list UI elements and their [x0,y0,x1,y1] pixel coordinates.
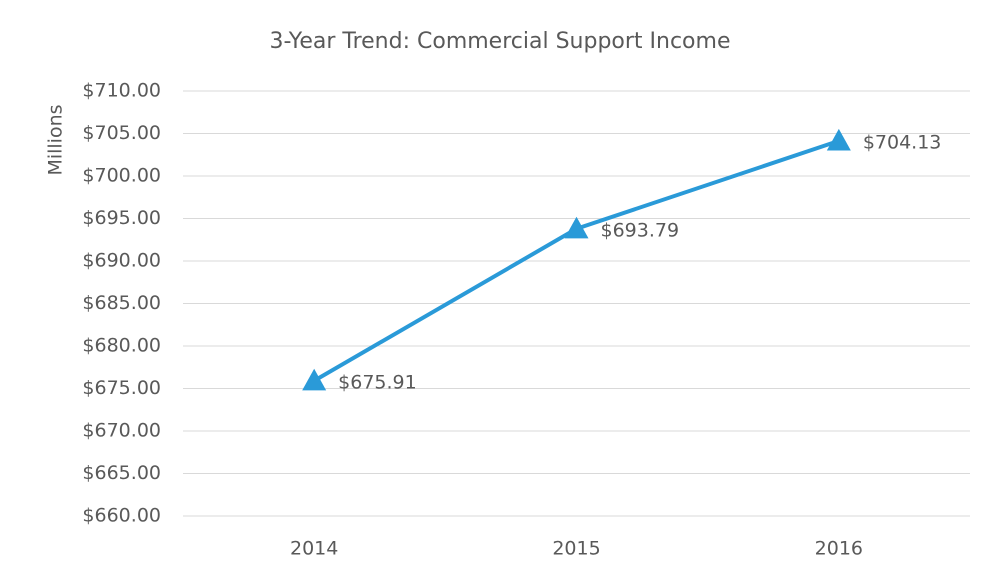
data-marker [826,128,851,151]
data-label: $675.91 [338,371,417,393]
x-tick-label: 2014 [290,538,338,560]
y-tick-label: $670.00 [82,420,161,442]
chart-title: 3-Year Trend: Commercial Support Income [269,29,730,54]
y-tick-label: $685.00 [82,292,161,314]
data-label: $704.13 [863,131,942,153]
y-tick-label: $665.00 [82,462,161,484]
y-tick-label: $695.00 [82,207,161,229]
data-label: $693.79 [601,219,680,241]
y-tick-label: $660.00 [82,505,161,527]
data-marker [302,368,327,391]
y-tick-label: $690.00 [82,250,161,272]
y-tick-label: $710.00 [82,80,161,102]
y-tick-label: $700.00 [82,165,161,187]
y-tick-label: $675.00 [82,377,161,399]
y-axis-label: Millions [45,104,67,175]
x-tick-label: 2016 [815,538,863,560]
y-tick-label: $705.00 [82,122,161,144]
x-tick-label: 2015 [552,538,600,560]
data-marker [564,216,589,239]
y-tick-label: $680.00 [82,335,161,357]
